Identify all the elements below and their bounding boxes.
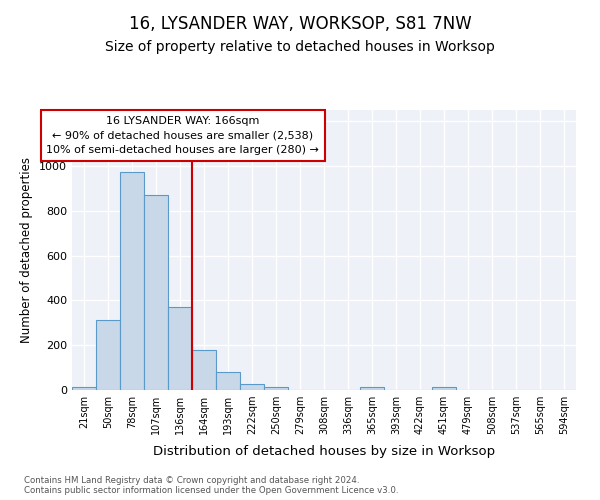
Bar bbox=[96, 320, 120, 390]
Bar bbox=[72, 387, 96, 390]
Bar bbox=[264, 387, 288, 390]
Bar bbox=[360, 387, 384, 390]
Text: 16, LYSANDER WAY, WORKSOP, S81 7NW: 16, LYSANDER WAY, WORKSOP, S81 7NW bbox=[128, 15, 472, 33]
Bar bbox=[216, 372, 240, 390]
Text: Contains HM Land Registry data © Crown copyright and database right 2024.
Contai: Contains HM Land Registry data © Crown c… bbox=[24, 476, 398, 495]
Bar bbox=[120, 172, 144, 390]
Bar bbox=[192, 350, 216, 390]
Bar bbox=[432, 387, 456, 390]
Y-axis label: Number of detached properties: Number of detached properties bbox=[20, 157, 34, 343]
X-axis label: Distribution of detached houses by size in Worksop: Distribution of detached houses by size … bbox=[153, 446, 495, 458]
Text: Size of property relative to detached houses in Worksop: Size of property relative to detached ho… bbox=[105, 40, 495, 54]
Bar bbox=[168, 307, 192, 390]
Bar bbox=[240, 384, 264, 390]
Bar bbox=[144, 195, 168, 390]
Text: 16 LYSANDER WAY: 166sqm
← 90% of detached houses are smaller (2,538)
10% of semi: 16 LYSANDER WAY: 166sqm ← 90% of detache… bbox=[46, 116, 319, 155]
